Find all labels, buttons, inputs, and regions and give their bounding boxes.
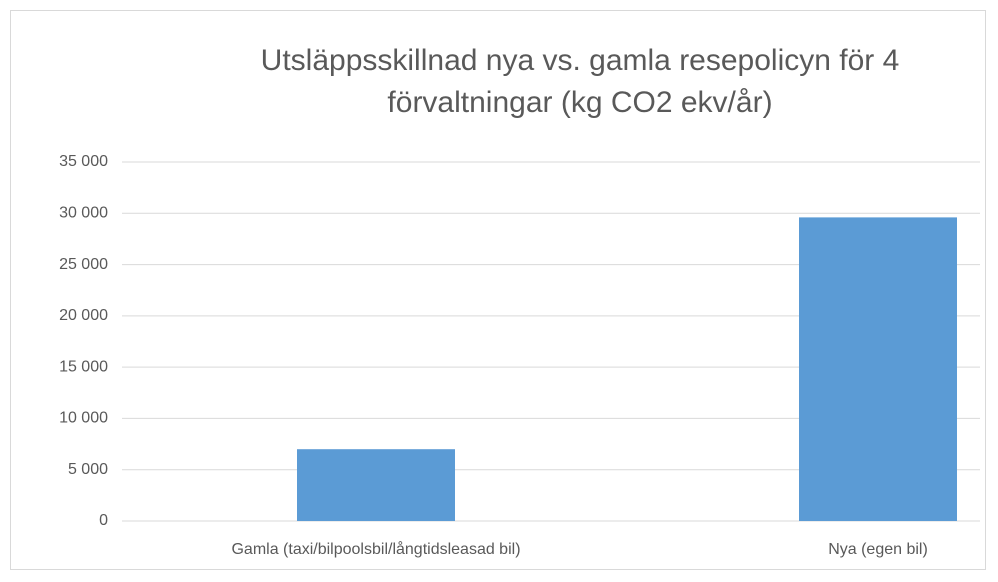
y-tick-label: 10 000 — [59, 410, 108, 427]
chart-frame — [10, 10, 986, 570]
y-tick-label: 35 000 — [59, 153, 108, 170]
y-tick-label: 30 000 — [59, 205, 108, 222]
y-tick-label: 5 000 — [68, 461, 108, 478]
bar — [799, 217, 957, 522]
y-tick-label: 20 000 — [59, 307, 108, 324]
chart-title: Utsläppsskillnad nya vs. gamla resepolic… — [260, 44, 900, 119]
bar — [297, 449, 455, 521]
x-tick-label: Nya (egen bil) — [828, 541, 928, 558]
y-tick-label: 25 000 — [59, 256, 108, 273]
x-tick-label: Gamla (taxi/bilpoolsbil/långtidsleasad b… — [231, 540, 520, 558]
y-tick-label: 15 000 — [59, 358, 108, 375]
y-tick-label: 0 — [99, 512, 108, 529]
